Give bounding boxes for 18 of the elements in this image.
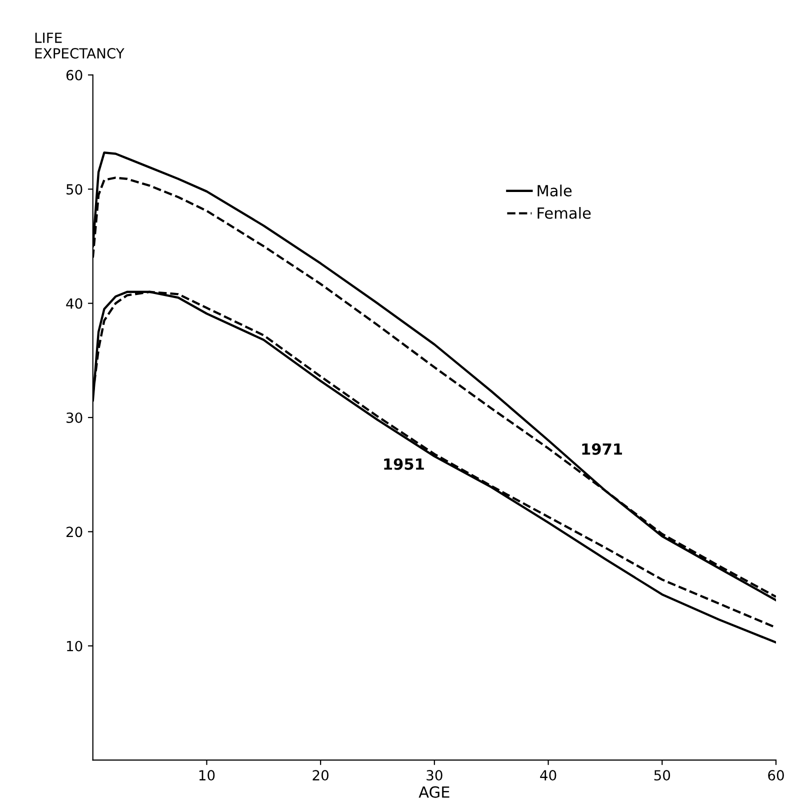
y-tick-label: 40 — [66, 298, 82, 309]
annotation: 1971 — [582, 443, 622, 455]
y-tick-label: 60 — [66, 70, 82, 80]
y-tick-label: 30 — [66, 412, 82, 423]
annotation: 1951 — [384, 458, 424, 470]
y-tick-label: 20 — [66, 526, 82, 538]
x-axis-title: AGE — [418, 786, 450, 798]
x-tick-label: 20 — [312, 770, 328, 781]
legend-label: Male — [538, 184, 572, 196]
x-tick-label: 50 — [654, 770, 670, 781]
x-tick-label: 40 — [540, 770, 556, 781]
x-tick-label: 30 — [426, 770, 442, 781]
x-tick-label: 60 — [768, 770, 784, 781]
y-axis-title: LIFE EXPECTANCY — [35, 32, 124, 59]
y-tick-label: 10 — [66, 640, 82, 652]
x-tick-label: 10 — [199, 770, 215, 781]
legend-label: Female — [538, 207, 591, 219]
y-tick-label: 50 — [66, 184, 82, 195]
